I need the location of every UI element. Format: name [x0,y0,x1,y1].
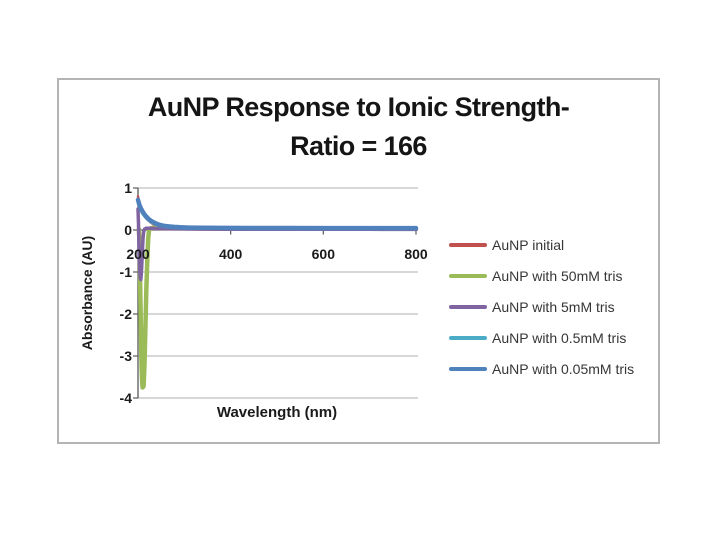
y-tick-label: -4 [119,390,132,406]
legend-item: AuNP with 5mM tris [449,291,634,322]
legend-item: AuNP with 0.5mM tris [449,322,634,353]
legend-line-swatch [449,242,487,247]
chart-title: AuNP Response to Ionic Strength- Ratio =… [57,88,660,166]
x-axis-title: Wavelength (nm) [216,404,338,421]
legend-label: AuNP with 0.5mM tris [492,329,627,346]
legend-label: AuNP with 5mM tris [492,298,615,315]
x-tick-label: 600 [311,246,335,262]
legend-line-swatch [449,366,487,371]
y-tick-label: -3 [119,348,132,364]
legend-item: AuNP with 50mM tris [449,260,634,291]
legend-label: AuNP with 50mM tris [492,267,623,284]
y-tick-label: 1 [124,180,132,196]
legend-item: AuNP initial [449,229,634,260]
y-axis-title: Absorbance (AU) [79,235,95,351]
legend-line-swatch [449,304,487,309]
y-tick-label: 0 [124,222,132,238]
legend-line-swatch [449,273,487,278]
x-tick-label: 400 [218,246,243,262]
x-tick-label: 800 [404,246,428,262]
chart-legend: AuNP initial AuNP with 50mM tris AuNP with… [449,229,634,384]
legend-line-swatch [449,335,487,340]
chart-title-line1: AuNP Response to Ionic Strength- [147,92,570,122]
legend-label: AuNP initial [492,236,565,253]
chart-title-line2: Ratio = 166 [290,131,427,161]
legend-item: AuNP with 0.05mM tris [449,353,634,384]
legend-label: AuNP with 0.05mM tris [492,360,635,377]
y-tick-label: -2 [119,306,132,322]
x-tick-label: 200 [126,246,150,262]
y-tick-label: -1 [119,264,132,280]
